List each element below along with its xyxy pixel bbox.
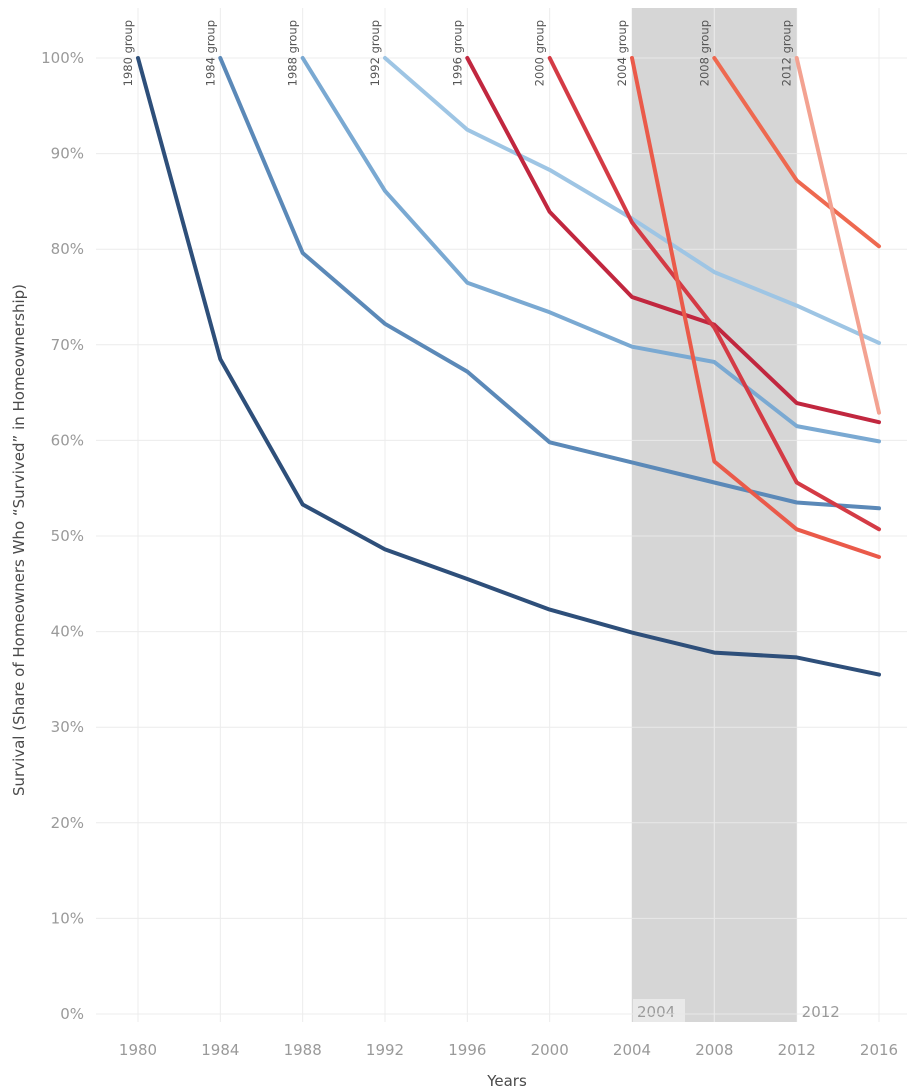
- series-label: 2008 group: [697, 20, 711, 86]
- series-line: [218, 56, 881, 511]
- y-tick-label: 20%: [51, 814, 84, 832]
- band-label-start: 2004: [637, 1003, 675, 1021]
- series-label: 1984 group: [203, 20, 217, 86]
- series-line: [547, 56, 881, 532]
- x-axis-title: Years: [486, 1072, 527, 1090]
- x-tick-label: 2016: [860, 1041, 898, 1059]
- series-label: 2000 group: [533, 20, 547, 86]
- x-tick-label: 1992: [366, 1041, 404, 1059]
- series-label: 2012 group: [780, 20, 794, 86]
- y-axis-title: Survival (Share of Homeowners Who “Survi…: [10, 284, 28, 796]
- y-tick-label: 0%: [60, 1005, 84, 1023]
- y-tick-label: 50%: [51, 527, 84, 545]
- series-label: 2004 group: [615, 20, 629, 86]
- x-tick-label: 2008: [695, 1041, 733, 1059]
- series-label: 1980 group: [121, 20, 135, 86]
- x-tick-label: 1988: [284, 1041, 322, 1059]
- series-line: [794, 56, 881, 415]
- y-tick-label: 90%: [51, 145, 84, 163]
- x-tick-label: 2000: [531, 1041, 569, 1059]
- band-label-end: 2012: [802, 1003, 840, 1021]
- series-label: 1988 group: [286, 20, 300, 86]
- y-tick-label: 40%: [51, 623, 84, 641]
- series-line: [300, 56, 881, 444]
- y-tick-label: 80%: [51, 240, 84, 258]
- series-lines: [136, 56, 881, 677]
- grid-overlay: [632, 8, 797, 1022]
- series-line: [465, 56, 881, 425]
- shaded-period: 2004 2012: [632, 8, 840, 1022]
- y-tick-label: 30%: [51, 718, 84, 736]
- series-label: 1992 group: [368, 20, 382, 86]
- y-tick-label: 100%: [41, 49, 84, 67]
- series-labels: 1980 group 1984 group 1988 group 1992 group…: [121, 20, 794, 86]
- y-tick-label: 60%: [51, 431, 84, 449]
- y-tick-label: 70%: [51, 336, 84, 354]
- x-tick-label: 1980: [119, 1041, 157, 1059]
- series-line: [136, 56, 881, 677]
- y-tick-label: 10%: [51, 909, 84, 927]
- x-tick-label: 1984: [201, 1041, 239, 1059]
- axes: Years Survival (Share of Homeowners Who …: [10, 49, 898, 1090]
- x-tick-label: 2004: [613, 1041, 651, 1059]
- series-line: [712, 56, 881, 249]
- series-label: 1996 group: [450, 20, 464, 86]
- x-tick-label: 2012: [778, 1041, 816, 1059]
- series-line: [630, 56, 881, 559]
- x-tick-label: 1996: [448, 1041, 486, 1059]
- band-label-bg: [633, 999, 685, 1022]
